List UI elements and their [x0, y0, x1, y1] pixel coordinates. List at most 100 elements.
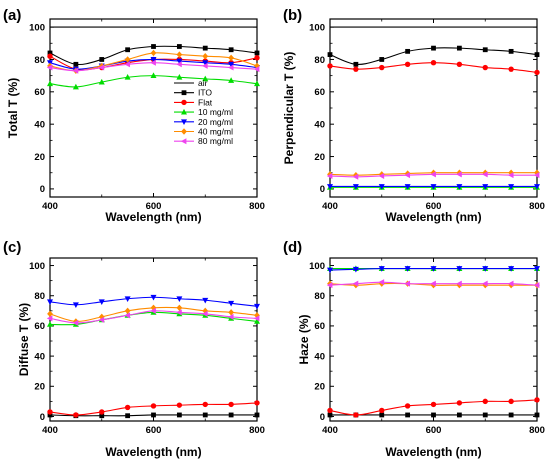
series-ito	[47, 44, 260, 67]
data-point-10-mg-ml	[202, 75, 209, 82]
data-point-flat	[73, 412, 79, 418]
legend-label: air	[198, 78, 208, 88]
data-point-80-mg-ml	[176, 309, 182, 316]
data-point-80-mg-ml	[456, 171, 462, 178]
data-point-ito	[508, 48, 514, 54]
data-point-ito	[431, 45, 436, 51]
y-tick-label: 40	[34, 351, 45, 362]
y-axis-title: Diffuse T (%)	[17, 303, 31, 376]
data-point-80-mg-ml	[533, 172, 540, 179]
data-point-40-mg-ml	[254, 62, 260, 70]
x-tick-label: 600	[426, 425, 442, 436]
data-point-20-mg-ml	[327, 184, 333, 190]
data-point-10-mg-ml	[150, 72, 157, 79]
y-tick-label: 80	[314, 291, 325, 302]
data-point-20-mg-ml	[47, 299, 53, 305]
data-point-80-mg-ml	[404, 280, 411, 287]
data-point-20-mg-ml	[430, 184, 437, 190]
data-point-flat	[353, 412, 359, 418]
data-point-flat	[150, 403, 157, 409]
chart-panel-c: (c) 0 20 40 60 80 100 400 600 800 Wavelength (nm) D…	[3, 239, 265, 459]
data-point-80-mg-ml	[72, 67, 79, 74]
y-tick-label: 0	[40, 412, 45, 423]
data-point-20-mg-ml	[124, 296, 131, 302]
chart-panel-a: (a) 0 20 40 60 80 100 400 600 800 Wavelength (nm) T…	[3, 7, 265, 224]
data-point-10-mg-ml	[254, 318, 260, 324]
data-point-40-mg-ml	[202, 53, 209, 60]
legend-marker	[181, 90, 187, 96]
x-tick-label: 800	[249, 201, 265, 212]
panel-label: (c)	[3, 239, 21, 256]
data-point-20-mg-ml	[508, 266, 515, 272]
data-point-40-mg-ml	[124, 307, 131, 315]
data-point-20-mg-ml	[404, 266, 411, 272]
data-point-ito	[379, 412, 385, 418]
x-tick-label: 600	[146, 201, 162, 212]
series-80-mg-ml	[46, 307, 260, 326]
panel-label: (a)	[3, 7, 21, 24]
data-point-80-mg-ml	[378, 279, 385, 286]
x-axis-title: Wavelength (nm)	[385, 445, 481, 459]
data-point-80-mg-ml	[352, 173, 359, 180]
data-point-ito	[228, 47, 234, 53]
data-point-flat	[482, 398, 488, 405]
series-flat	[327, 59, 540, 76]
data-point-80-mg-ml	[326, 172, 333, 179]
y-tick-label: 0	[320, 184, 325, 195]
data-point-flat	[202, 401, 208, 408]
data-point-flat	[404, 61, 411, 68]
data-point-80-mg-ml	[202, 310, 208, 317]
data-point-80-mg-ml	[227, 313, 234, 320]
legend-marker	[180, 138, 187, 145]
data-point-20-mg-ml	[508, 184, 515, 190]
data-point-80-mg-ml	[404, 172, 411, 179]
legend-item-80-mg-ml: 80 mg/ml	[174, 136, 233, 146]
y-tick-label: 80	[34, 55, 45, 66]
x-tick-label: 400	[322, 201, 338, 212]
data-point-80-mg-ml	[98, 316, 105, 323]
data-point-80-mg-ml	[253, 66, 260, 73]
x-tick-label: 800	[529, 425, 545, 436]
data-point-ito	[228, 412, 234, 418]
data-point-20-mg-ml	[404, 184, 411, 190]
data-point-ito	[534, 412, 540, 418]
y-tick-label: 60	[34, 321, 45, 332]
data-point-80-mg-ml	[124, 61, 131, 68]
data-point-flat	[379, 407, 385, 414]
data-point-80-mg-ml	[72, 319, 79, 326]
data-point-20-mg-ml	[176, 58, 183, 65]
x-axis-title: Wavelength (nm)	[385, 210, 481, 224]
y-tick-label: 20	[34, 152, 45, 163]
data-point-80-mg-ml	[482, 171, 488, 178]
data-point-20-mg-ml	[482, 184, 489, 190]
legend-marker	[181, 108, 187, 115]
data-point-ito	[405, 48, 411, 54]
data-point-20-mg-ml	[228, 300, 235, 307]
y-tick-label: 20	[314, 152, 325, 163]
x-tick-label: 400	[42, 425, 58, 436]
x-tick-label: 400	[322, 425, 338, 436]
data-point-20-mg-ml	[534, 266, 540, 272]
data-point-10-mg-ml	[228, 77, 235, 83]
y-tick-label: 0	[320, 412, 325, 423]
legend-marker	[181, 99, 187, 106]
data-point-40-mg-ml	[254, 312, 260, 319]
data-point-80-mg-ml	[430, 280, 436, 287]
data-point-80-mg-ml	[150, 307, 156, 314]
data-point-20-mg-ml	[150, 57, 157, 63]
data-point-80-mg-ml	[150, 59, 156, 66]
legend-item-20-mg-ml: 20 mg/ml	[174, 117, 233, 127]
data-point-ito	[47, 50, 53, 56]
x-tick-label: 800	[529, 201, 545, 212]
data-point-flat	[99, 409, 105, 415]
legend-label: Flat	[198, 97, 213, 107]
data-point-40-mg-ml	[150, 49, 157, 57]
data-point-ito	[202, 412, 208, 418]
data-point-ito	[125, 413, 131, 419]
data-point-ito	[405, 412, 411, 418]
data-point-flat	[508, 66, 514, 72]
y-tick-label: 80	[34, 291, 45, 302]
y-tick-label: 100	[309, 22, 325, 33]
data-point-flat	[124, 404, 131, 411]
